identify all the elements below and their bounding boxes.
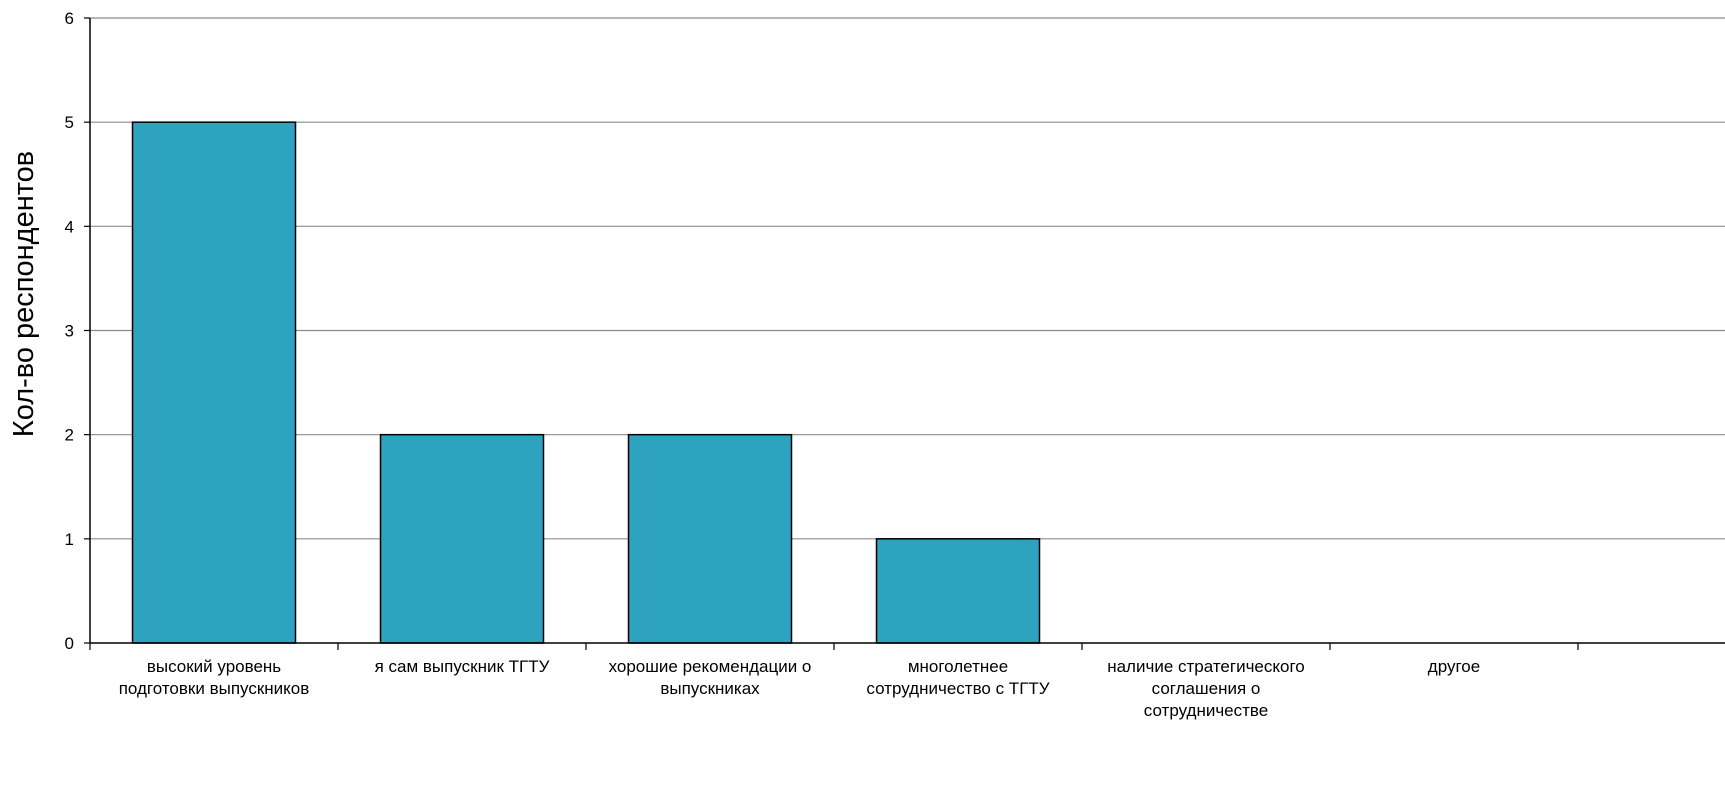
- bar-1: [379, 433, 545, 644]
- bar-2: [627, 433, 793, 644]
- y-tick-label-3: 3: [65, 322, 74, 341]
- y-tick-label-6: 6: [65, 9, 74, 28]
- x-tick-label-1: я сам выпускник ТГТУ: [375, 657, 550, 676]
- x-tick-label-line: высокий уровень: [147, 657, 281, 676]
- x-tick-label-line: многолетнее: [908, 657, 1008, 676]
- x-tick-label-line: хорошие рекомендации о: [609, 657, 812, 676]
- x-tick-label-line: подготовки выпускников: [119, 679, 310, 698]
- x-tick-label-4: наличие стратегического соглашения о сотру…: [1107, 657, 1305, 720]
- x-tick-label-line: выпускниках: [660, 679, 760, 698]
- labels: 0 1 2 3 4 5 6 высокий уровень подготовки выпускн…: [65, 9, 1481, 720]
- grid-lines: [90, 17, 1725, 540]
- y-tick-label-5: 5: [65, 113, 74, 132]
- bar-0: [131, 121, 297, 644]
- y-axis-title: Кол-во респондентов: [8, 151, 40, 437]
- y-tick-label-0: 0: [65, 634, 74, 653]
- y-tick-label-4: 4: [65, 217, 74, 236]
- x-tick-label-2: хорошие рекомендации о выпускниках: [609, 657, 812, 698]
- x-tick-label-5: другое: [1428, 657, 1480, 676]
- x-tick-label-line: соглашения о: [1152, 679, 1261, 698]
- x-tick-label-3: многолетнее сотрудничество с ТГТУ: [866, 657, 1049, 698]
- bars: [131, 121, 1041, 644]
- axes: [84, 17, 1725, 650]
- x-tick-label-line: сотрудничество с ТГТУ: [866, 679, 1049, 698]
- x-tick-label-line: другое: [1428, 657, 1480, 676]
- x-tick-label-line: я сам выпускник ТГТУ: [375, 657, 550, 676]
- y-tick-label-1: 1: [65, 530, 74, 549]
- x-tick-label-0: высокий уровень подготовки выпускников: [119, 657, 310, 698]
- y-tick-label-2: 2: [65, 426, 74, 445]
- bar-3: [875, 538, 1041, 644]
- x-tick-label-line: наличие стратегического: [1107, 657, 1305, 676]
- x-tick-label-line: сотрудничестве: [1144, 701, 1268, 720]
